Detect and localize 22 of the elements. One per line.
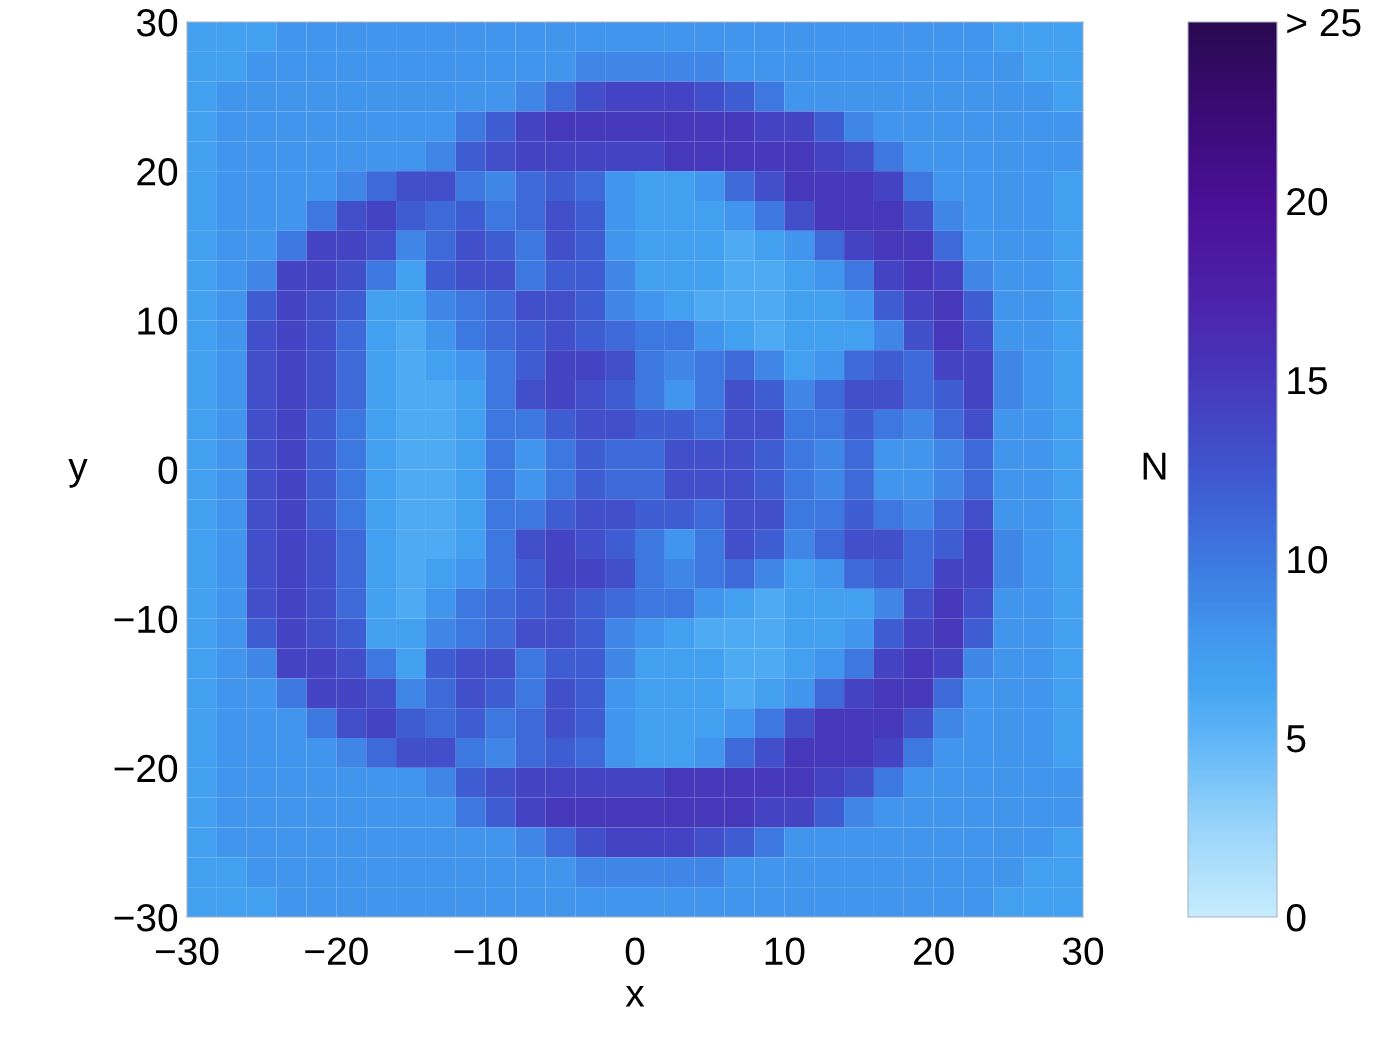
x-axis-title: x xyxy=(625,985,645,1007)
y-tick-label: −30 xyxy=(114,903,178,932)
x-tick-label: −20 xyxy=(305,937,368,966)
color-bar-label: 20 xyxy=(1287,187,1328,216)
color-bar-label: > 25 xyxy=(1287,8,1361,37)
color-bar-label: 0 xyxy=(1286,903,1306,932)
color-bar-label: 5 xyxy=(1286,725,1306,753)
y-axis-title: y xyxy=(68,459,88,488)
y-tick-label: −20 xyxy=(114,754,178,783)
color-bar-label: 10 xyxy=(1288,545,1328,574)
x-tick-label: −10 xyxy=(454,937,518,966)
x-tick-label: 20 xyxy=(914,937,954,966)
x-tick-label: 0 xyxy=(625,937,645,966)
color-bar-title: N xyxy=(1143,452,1166,480)
y-tick-label: 30 xyxy=(136,8,178,37)
color-bar-label: 15 xyxy=(1288,367,1327,395)
y-tick-label: 10 xyxy=(138,307,178,335)
y-tick-label: −10 xyxy=(114,605,178,634)
x-tick-label: 10 xyxy=(765,937,805,966)
x-tick-label: 30 xyxy=(1062,937,1104,966)
y-tick-label: 20 xyxy=(137,158,178,186)
y-tick-label: 0 xyxy=(158,456,178,484)
